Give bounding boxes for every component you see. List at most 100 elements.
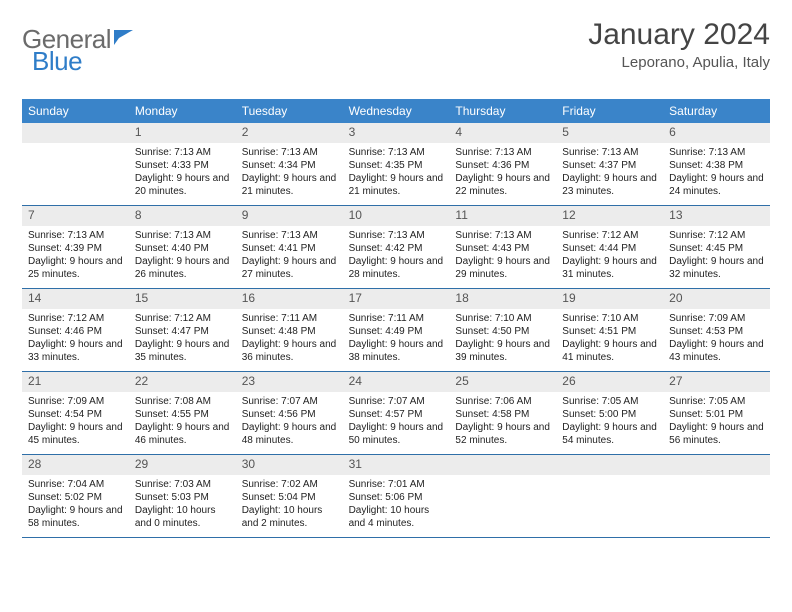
cell-body: Sunrise: 7:13 AMSunset: 4:40 PMDaylight:… — [129, 226, 236, 287]
sunset-text: Sunset: 4:38 PM — [669, 159, 764, 172]
date-number: 11 — [449, 206, 556, 226]
cell-body: Sunrise: 7:06 AMSunset: 4:58 PMDaylight:… — [449, 392, 556, 453]
sunset-text: Sunset: 4:44 PM — [562, 242, 657, 255]
daylight-text: Daylight: 9 hours and 20 minutes. — [135, 172, 230, 198]
date-number: 18 — [449, 289, 556, 309]
sunset-text: Sunset: 4:45 PM — [669, 242, 764, 255]
day-header: Saturday — [663, 99, 770, 123]
date-number: 9 — [236, 206, 343, 226]
cell-body: Sunrise: 7:13 AMSunset: 4:36 PMDaylight:… — [449, 143, 556, 204]
cell-body: Sunrise: 7:12 AMSunset: 4:47 PMDaylight:… — [129, 309, 236, 370]
month-title: January 2024 — [588, 18, 770, 52]
daylight-text: Daylight: 9 hours and 25 minutes. — [28, 255, 123, 281]
header: General January 2024 Leporano, Apulia, I… — [22, 18, 770, 71]
weeks-container: 1Sunrise: 7:13 AMSunset: 4:33 PMDaylight… — [22, 123, 770, 538]
daylight-text: Daylight: 9 hours and 46 minutes. — [135, 421, 230, 447]
sunrise-text: Sunrise: 7:13 AM — [28, 229, 123, 242]
sunrise-text: Sunrise: 7:04 AM — [28, 478, 123, 491]
calendar-cell: 29Sunrise: 7:03 AMSunset: 5:03 PMDayligh… — [129, 455, 236, 537]
daylight-text: Daylight: 9 hours and 23 minutes. — [562, 172, 657, 198]
daylight-text: Daylight: 9 hours and 52 minutes. — [455, 421, 550, 447]
location: Leporano, Apulia, Italy — [588, 54, 770, 71]
daylight-text: Daylight: 9 hours and 26 minutes. — [135, 255, 230, 281]
sunrise-text: Sunrise: 7:11 AM — [242, 312, 337, 325]
sunset-text: Sunset: 4:56 PM — [242, 408, 337, 421]
calendar-cell: 24Sunrise: 7:07 AMSunset: 4:57 PMDayligh… — [343, 372, 450, 454]
day-header: Sunday — [22, 99, 129, 123]
sunset-text: Sunset: 4:54 PM — [28, 408, 123, 421]
date-number: 14 — [22, 289, 129, 309]
daylight-text: Daylight: 9 hours and 21 minutes. — [349, 172, 444, 198]
calendar-cell — [663, 455, 770, 537]
sunset-text: Sunset: 4:47 PM — [135, 325, 230, 338]
daylight-text: Daylight: 9 hours and 39 minutes. — [455, 338, 550, 364]
sunrise-text: Sunrise: 7:01 AM — [349, 478, 444, 491]
date-number-empty — [556, 455, 663, 475]
cell-body: Sunrise: 7:10 AMSunset: 4:50 PMDaylight:… — [449, 309, 556, 370]
calendar-cell: 6Sunrise: 7:13 AMSunset: 4:38 PMDaylight… — [663, 123, 770, 205]
calendar-cell: 17Sunrise: 7:11 AMSunset: 4:49 PMDayligh… — [343, 289, 450, 371]
calendar-cell: 21 Sunrise: 7:09 AMSunset: 4:54 PMDayligh… — [22, 372, 129, 454]
sunset-text: Sunset: 4:46 PM — [28, 325, 123, 338]
date-number: 2 — [236, 123, 343, 143]
calendar-cell: 5Sunrise: 7:13 AMSunset: 4:37 PMDaylight… — [556, 123, 663, 205]
date-number: 31 — [343, 455, 450, 475]
cell-body: Sunrise: 7:10 AMSunset: 4:51 PMDaylight:… — [556, 309, 663, 370]
calendar-cell: 9Sunrise: 7:13 AMSunset: 4:41 PMDaylight… — [236, 206, 343, 288]
date-number: 30 — [236, 455, 343, 475]
cell-body: Sunrise: 7:13 AMSunset: 4:35 PMDaylight:… — [343, 143, 450, 204]
date-number: 20 — [663, 289, 770, 309]
cell-body: Sunrise: 7:12 AMSunset: 4:46 PMDaylight:… — [22, 309, 129, 370]
sunrise-text: Sunrise: 7:07 AM — [349, 395, 444, 408]
calendar-cell: 14Sunrise: 7:12 AMSunset: 4:46 PMDayligh… — [22, 289, 129, 371]
daylight-text: Daylight: 9 hours and 58 minutes. — [28, 504, 123, 530]
sunrise-text: Sunrise: 7:13 AM — [455, 229, 550, 242]
sunset-text: Sunset: 5:04 PM — [242, 491, 337, 504]
sunset-text: Sunset: 4:40 PM — [135, 242, 230, 255]
cell-body: Sunrise: 7:13 AMSunset: 4:38 PMDaylight:… — [663, 143, 770, 204]
daylight-text: Daylight: 9 hours and 28 minutes. — [349, 255, 444, 281]
calendar-cell: 1Sunrise: 7:13 AMSunset: 4:33 PMDaylight… — [129, 123, 236, 205]
sunset-text: Sunset: 4:55 PM — [135, 408, 230, 421]
day-header: Wednesday — [343, 99, 450, 123]
date-number: 15 — [129, 289, 236, 309]
sunset-text: Sunset: 4:42 PM — [349, 242, 444, 255]
date-number: 21 — [22, 372, 129, 392]
cell-body: Sunrise: 7:12 AMSunset: 4:45 PMDaylight:… — [663, 226, 770, 287]
sunrise-text: Sunrise: 7:13 AM — [349, 229, 444, 242]
daylight-text: Daylight: 10 hours and 0 minutes. — [135, 504, 230, 530]
sunrise-text: Sunrise: 7:07 AM — [242, 395, 337, 408]
day-header: Thursday — [449, 99, 556, 123]
week-row: 21Sunrise: 7:09 AMSunset: 4:54 PMDayligh… — [22, 372, 770, 455]
sunset-text: Sunset: 5:00 PM — [562, 408, 657, 421]
sunrise-text: Sunrise: 7:09 AM — [669, 312, 764, 325]
calendar-cell: 30Sunrise: 7:02 AMSunset: 5:04 PMDayligh… — [236, 455, 343, 537]
sunrise-text: Sunrise: 7:12 AM — [135, 312, 230, 325]
cell-body: Sunrise: 7:13 AMSunset: 4:33 PMDaylight:… — [129, 143, 236, 204]
sunrise-text: Sunrise: 7:06 AM — [455, 395, 550, 408]
calendar-cell — [449, 455, 556, 537]
cell-body: Sunrise: 7:13 AMSunset: 4:42 PMDaylight:… — [343, 226, 450, 287]
daylight-text: Daylight: 9 hours and 48 minutes. — [242, 421, 337, 447]
cell-body: Sunrise: 7:07 AMSunset: 4:57 PMDaylight:… — [343, 392, 450, 453]
sunset-text: Sunset: 4:58 PM — [455, 408, 550, 421]
sunrise-text: Sunrise: 7:05 AM — [669, 395, 764, 408]
calendar-cell: 2Sunrise: 7:13 AMSunset: 4:34 PMDaylight… — [236, 123, 343, 205]
sunset-text: Sunset: 4:39 PM — [28, 242, 123, 255]
calendar: Sunday Monday Tuesday Wednesday Thursday… — [22, 99, 770, 538]
sunrise-text: Sunrise: 7:10 AM — [562, 312, 657, 325]
sunset-text: Sunset: 4:48 PM — [242, 325, 337, 338]
calendar-cell: 27Sunrise: 7:05 AMSunset: 5:01 PMDayligh… — [663, 372, 770, 454]
calendar-cell: 12Sunrise: 7:12 AMSunset: 4:44 PMDayligh… — [556, 206, 663, 288]
date-number: 10 — [343, 206, 450, 226]
daylight-text: Daylight: 9 hours and 43 minutes. — [669, 338, 764, 364]
sunset-text: Sunset: 4:49 PM — [349, 325, 444, 338]
sunrise-text: Sunrise: 7:09 AM — [28, 395, 123, 408]
cell-body: Sunrise: 7:05 AMSunset: 5:00 PMDaylight:… — [556, 392, 663, 453]
daylight-text: Daylight: 9 hours and 45 minutes. — [28, 421, 123, 447]
calendar-cell — [22, 123, 129, 205]
date-number: 3 — [343, 123, 450, 143]
daylight-text: Daylight: 9 hours and 54 minutes. — [562, 421, 657, 447]
sunrise-text: Sunrise: 7:13 AM — [135, 146, 230, 159]
daylight-text: Daylight: 9 hours and 31 minutes. — [562, 255, 657, 281]
